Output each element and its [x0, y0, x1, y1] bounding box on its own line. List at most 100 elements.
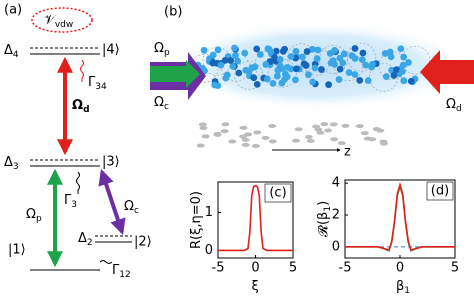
atom	[382, 73, 390, 80]
label-sub: 1	[404, 286, 410, 296]
y-axis-label: R(ξ,η=0)	[189, 191, 204, 249]
panel-label: (d)	[431, 184, 449, 199]
axis-label: z	[344, 145, 351, 160]
shadow-dot	[379, 141, 388, 146]
shadow-dot	[341, 123, 350, 128]
atom	[292, 76, 299, 84]
atom	[287, 53, 295, 60]
shadow-dot	[241, 142, 250, 147]
label-base: 𝓡(β	[316, 212, 331, 238]
level-diagram	[30, 7, 132, 271]
atom	[279, 47, 287, 55]
beam-d	[420, 50, 474, 94]
shadow-dot	[228, 139, 237, 144]
shadow-dot	[360, 131, 369, 136]
atom	[262, 61, 270, 68]
label-base: Δ	[78, 231, 87, 246]
atom	[311, 64, 319, 72]
shadow-dot	[316, 130, 325, 135]
atom	[281, 70, 289, 78]
atom	[272, 47, 280, 55]
label: Δ4	[4, 43, 19, 60]
atom	[223, 71, 231, 79]
y-tick-label: 1	[205, 205, 213, 220]
label-sub: 34	[95, 82, 107, 92]
atom	[242, 66, 250, 74]
atom	[292, 65, 300, 73]
label-base: Ω	[154, 41, 164, 56]
label: Γ3	[64, 193, 77, 210]
vdw-ring	[31, 7, 93, 33]
label-base: Δ	[4, 155, 13, 170]
label-base: β	[396, 279, 404, 294]
atom	[235, 69, 243, 77]
label: Δ3	[4, 155, 19, 172]
atom	[251, 63, 259, 71]
y-tick-label: 2	[332, 208, 340, 223]
atoms	[189, 42, 430, 92]
shadow-dot	[251, 143, 260, 148]
atom	[326, 50, 334, 57]
shadow-dot	[329, 122, 338, 127]
cluster-ring	[347, 42, 376, 72]
shadow-dot	[355, 124, 364, 129]
label: Γ34	[88, 75, 107, 92]
shadow-dot	[198, 122, 207, 127]
label-sub: 3	[13, 162, 19, 172]
atom	[400, 53, 408, 61]
label: Γ12	[112, 263, 131, 280]
atom	[331, 60, 338, 68]
atom	[400, 77, 408, 85]
decay-3	[76, 171, 80, 194]
atom	[393, 66, 400, 73]
atom	[407, 77, 415, 85]
shadow-dot	[199, 126, 208, 131]
y-tick-label: 0	[205, 243, 213, 258]
atom	[234, 57, 242, 65]
atom	[390, 72, 398, 79]
shadow-dot	[253, 130, 262, 135]
shadow-dot	[320, 122, 329, 127]
label: Δ2	[78, 231, 93, 248]
atom	[209, 59, 217, 67]
shadow-dot	[376, 128, 385, 133]
shadow	[196, 122, 388, 148]
ket: |3⟩	[102, 155, 120, 170]
atom	[351, 71, 359, 78]
x-tick-label: 5	[289, 261, 297, 276]
label-base: Γ	[64, 193, 72, 208]
shadow-dot	[201, 134, 210, 139]
label-base: Ω	[26, 207, 36, 222]
cluster-ring	[401, 45, 430, 75]
cluster-ring	[189, 54, 219, 83]
x-tick-label: -5	[212, 261, 225, 276]
atom	[336, 65, 344, 73]
label: Ωp	[154, 41, 170, 58]
atom	[250, 74, 258, 82]
beam-p	[150, 60, 200, 88]
panel-label: (a)	[4, 3, 22, 18]
atom	[271, 54, 278, 61]
label-sub: p	[164, 48, 170, 58]
label-sub: 1	[323, 206, 333, 212]
atom	[359, 49, 367, 57]
label-sub: 12	[119, 270, 130, 280]
atom	[313, 55, 321, 63]
atom	[397, 45, 405, 53]
shadow-dot	[268, 123, 277, 128]
shadow-dot	[221, 122, 230, 127]
atom	[232, 52, 239, 60]
shadow-dot	[244, 132, 253, 137]
line-series	[218, 184, 293, 252]
label-sub: d	[83, 105, 89, 115]
label-base: Ω	[154, 95, 164, 110]
atom	[229, 62, 237, 70]
decay-12	[99, 260, 113, 264]
atom	[283, 63, 291, 71]
atom	[405, 59, 412, 66]
label: Ωc	[154, 95, 169, 112]
x-tick-label: -5	[339, 261, 352, 276]
label-base: Ω	[446, 97, 456, 112]
shadow-dot	[324, 128, 333, 133]
